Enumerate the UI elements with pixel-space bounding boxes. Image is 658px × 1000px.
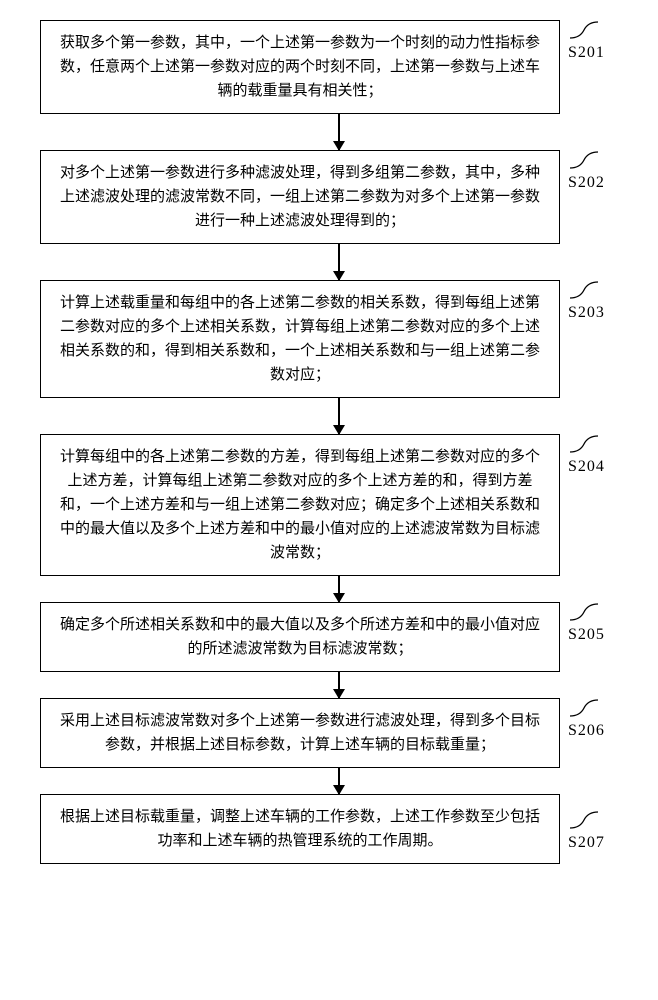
step-label-wrap: S206 — [568, 694, 638, 740]
flow-arrow — [59, 576, 619, 602]
flow-step: 获取多个第一参数，其中，一个上述第一参数为一个时刻的动力性指标参数，任意两个上述… — [20, 20, 638, 114]
step-label: S201 — [568, 44, 605, 62]
connector-curve — [568, 430, 608, 458]
step-label: S203 — [568, 304, 605, 322]
connector-curve — [568, 276, 608, 304]
step-label: S207 — [568, 834, 605, 852]
flow-step: 确定多个所述相关系数和中的最大值以及多个所述方差和中的最小值对应的所述滤波常数为… — [20, 602, 638, 672]
flow-step: 根据上述目标载重量，调整上述车辆的工作参数，上述工作参数至少包括功率和上述车辆的… — [20, 794, 638, 864]
flow-box: 对多个上述第一参数进行多种滤波处理，得到多组第二参数，其中，多种上述滤波处理的滤… — [40, 150, 560, 244]
step-label-wrap: S201 — [568, 16, 638, 62]
step-label: S206 — [568, 722, 605, 740]
step-label: S202 — [568, 174, 605, 192]
flow-step: 对多个上述第一参数进行多种滤波处理，得到多组第二参数，其中，多种上述滤波处理的滤… — [20, 150, 638, 244]
flow-box: 计算每组中的各上述第二参数的方差，得到每组上述第二参数对应的多个上述方差，计算每… — [40, 434, 560, 576]
flow-arrow — [59, 244, 619, 280]
connector-curve — [568, 598, 608, 626]
step-label-wrap: S205 — [568, 598, 638, 644]
step-label-wrap: S204 — [568, 430, 638, 476]
step-label: S204 — [568, 458, 605, 476]
step-label-wrap: S202 — [568, 146, 638, 192]
flow-box: 根据上述目标载重量，调整上述车辆的工作参数，上述工作参数至少包括功率和上述车辆的… — [40, 794, 560, 864]
connector-curve — [568, 16, 608, 44]
flow-box: 获取多个第一参数，其中，一个上述第一参数为一个时刻的动力性指标参数，任意两个上述… — [40, 20, 560, 114]
flow-box: 采用上述目标滤波常数对多个上述第一参数进行滤波处理，得到多个目标参数，并根据上述… — [40, 698, 560, 768]
step-label: S205 — [568, 626, 605, 644]
flowchart-container: 获取多个第一参数，其中，一个上述第一参数为一个时刻的动力性指标参数，任意两个上述… — [20, 20, 638, 864]
flow-step: 计算上述载重量和每组中的各上述第二参数的相关系数，得到每组上述第二参数对应的多个… — [20, 280, 638, 398]
flow-arrow — [59, 114, 619, 150]
step-label-wrap: S207 — [568, 806, 638, 852]
flow-step: 计算每组中的各上述第二参数的方差，得到每组上述第二参数对应的多个上述方差，计算每… — [20, 434, 638, 576]
flow-arrow — [59, 398, 619, 434]
connector-curve — [568, 694, 608, 722]
flow-box: 确定多个所述相关系数和中的最大值以及多个所述方差和中的最小值对应的所述滤波常数为… — [40, 602, 560, 672]
flow-step: 采用上述目标滤波常数对多个上述第一参数进行滤波处理，得到多个目标参数，并根据上述… — [20, 698, 638, 768]
flow-box: 计算上述载重量和每组中的各上述第二参数的相关系数，得到每组上述第二参数对应的多个… — [40, 280, 560, 398]
step-label-wrap: S203 — [568, 276, 638, 322]
flow-arrow — [59, 768, 619, 794]
connector-curve — [568, 806, 608, 834]
connector-curve — [568, 146, 608, 174]
flow-arrow — [59, 672, 619, 698]
